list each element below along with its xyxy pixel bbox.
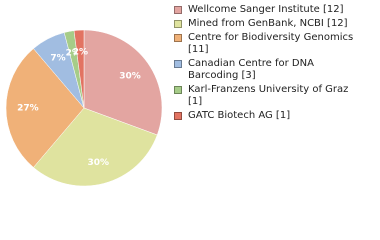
legend-item: Wellcome Sanger Institute [12]: [174, 4, 364, 16]
legend-label: Canadian Centre for DNA Barcoding [3]: [188, 58, 314, 81]
slice-label: 30%: [87, 158, 109, 168]
pie-slice: [83, 29, 163, 136]
legend-item: Centre for Biodiversity Genomics [11]: [174, 32, 364, 56]
legend-item: GATC Biotech AG [1]: [174, 110, 364, 122]
legend-swatch: [174, 34, 182, 42]
slice-label: 7%: [50, 54, 65, 64]
legend-item: Mined from GenBank, NCBI [12]: [174, 18, 364, 30]
slice-label: 2%: [73, 47, 88, 57]
legend-swatch: [174, 86, 182, 94]
pie-slice: [5, 48, 85, 168]
slice-label: 30%: [119, 71, 141, 81]
legend-swatch: [174, 112, 182, 120]
legend-swatch: [174, 60, 182, 68]
legend-item: Canadian Centre for DNA Barcoding [3]: [174, 58, 364, 82]
legend: Wellcome Sanger Institute [12] Mined from…: [174, 4, 364, 124]
legend-label: GATC Biotech AG [1]: [188, 110, 291, 121]
legend-label: Wellcome Sanger Institute [12]: [188, 4, 344, 15]
legend-label: Centre for Biodiversity Genomics [11]: [188, 32, 354, 55]
slice-label: 2%: [66, 48, 81, 58]
legend-label: Mined from GenBank, NCBI [12]: [188, 18, 348, 29]
legend-item: Karl-Franzens University of Graz [1]: [174, 84, 364, 108]
legend-swatch: [174, 6, 182, 14]
pie-slice: [73, 29, 85, 109]
legend-swatch: [174, 20, 182, 28]
pie-slice: [33, 107, 158, 187]
slice-label: 27%: [17, 104, 39, 114]
legend-label: Karl-Franzens University of Graz [1]: [188, 84, 349, 107]
